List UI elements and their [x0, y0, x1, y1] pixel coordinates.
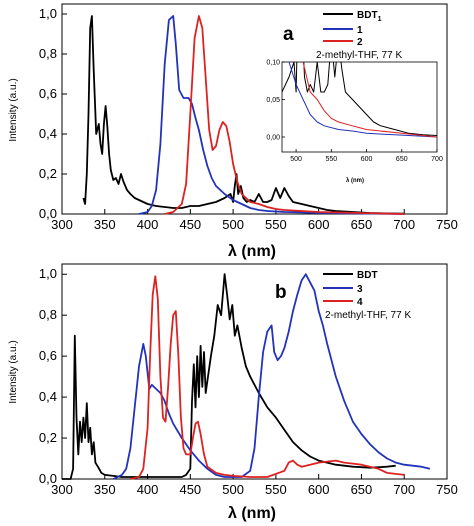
- panel-a-inset: 500 550 600 650 700 0,00 0,05 0,10 λ (nm): [266, 60, 443, 185]
- legend-a-label-bdt1: BDT1: [357, 10, 382, 23]
- panel-b-frame: [61, 263, 448, 480]
- panel-b: 300 350 400 450 500 550 600 650 700 750 0,0 0,2 0,4…: [8, 263, 458, 522]
- legend-b-label-3: 3: [357, 284, 363, 295]
- y-tick-label: 0,4: [39, 389, 57, 404]
- inset-series-line-1: [288, 62, 437, 138]
- inset-series: [282, 62, 437, 138]
- y-tick-label: 0,2: [39, 430, 57, 445]
- y-tick-label: 0,8: [39, 46, 57, 61]
- x-tick-label: 650: [351, 482, 373, 497]
- panel-a-x-axis-label: λ (nm): [228, 243, 276, 260]
- inset-x-tick-label: 550: [325, 156, 337, 163]
- panel-a-series: [82, 15, 405, 215]
- x-tick-label: 600: [308, 217, 330, 232]
- legend-b-note: 2-methyl-THF, 77 K: [325, 310, 411, 321]
- inset-x-axis-label: λ (nm): [346, 178, 364, 184]
- panel-b-letter: b: [275, 282, 287, 303]
- inset-x-tick-label: 700: [431, 156, 443, 163]
- panel-b-y-axis-label: Intensity (a.u.): [8, 340, 19, 403]
- y-tick-label: 0,6: [39, 348, 57, 363]
- y-tick-label: 0,4: [39, 126, 57, 141]
- x-tick-label: 700: [393, 482, 415, 497]
- panel-a-legend: BDT1 1 2 2-methyl-THF, 77 K: [316, 10, 402, 61]
- y-tick-label: 1,0: [39, 6, 57, 21]
- inset-y-tick-label: 0,00: [266, 135, 280, 142]
- legend-a-note: 2-methyl-THF, 77 K: [316, 50, 402, 61]
- x-tick-label: 700: [393, 217, 415, 232]
- legend-a-label-2: 2: [357, 37, 363, 48]
- x-tick-label: 600: [308, 482, 330, 497]
- x-tick-label: 550: [265, 482, 287, 497]
- x-tick-label: 300: [51, 217, 73, 232]
- inset-ticks: 500 550 600 650 700 0,00 0,05 0,10: [266, 60, 443, 164]
- inset-y-tick-label: 0,10: [266, 60, 280, 67]
- panel-a-x-ticks: 300 350 400 450 500 550 600 650 700 750: [51, 209, 458, 232]
- panel-b-x-axis-label: λ (nm): [228, 505, 276, 522]
- series-line-a-1: [138, 15, 405, 215]
- x-tick-label: 450: [179, 217, 201, 232]
- inset-y-tick-label: 0,05: [266, 97, 280, 104]
- y-tick-label: 0,6: [39, 86, 57, 101]
- legend-b-label-bdt: BDT: [357, 270, 378, 281]
- x-tick-label: 400: [137, 217, 159, 232]
- panel-a-y-axis-label: Intensity (a.u.): [8, 78, 19, 141]
- x-tick-label: 400: [137, 482, 159, 497]
- x-tick-label: 500: [222, 482, 244, 497]
- x-tick-label: 350: [94, 217, 116, 232]
- panel-b-legend: BDT 3 4 2-methyl-THF, 77 K: [323, 270, 411, 321]
- x-tick-label: 350: [94, 482, 116, 497]
- series-line-b-1: [112, 273, 431, 480]
- x-tick-label: 750: [436, 217, 458, 232]
- x-tick-label: 500: [222, 217, 244, 232]
- series-line-a-0: [82, 15, 405, 215]
- y-tick-label: 0,8: [39, 307, 57, 322]
- series-line-b-2: [130, 275, 405, 480]
- x-tick-label: 550: [265, 217, 287, 232]
- panel-a-y-ticks: 0,0 0,2 0,4 0,6 0,8 1,0: [39, 6, 67, 221]
- panel-a-letter: a: [283, 24, 294, 45]
- legend-a-label-1: 1: [357, 25, 363, 36]
- legend-b-label-4: 4: [357, 297, 363, 308]
- inset-x-tick-label: 600: [361, 156, 373, 163]
- y-tick-label: 1,0: [39, 266, 57, 281]
- series-line-b-0: [62, 273, 396, 480]
- x-tick-label: 300: [51, 482, 73, 497]
- y-tick-label: 0,0: [39, 206, 57, 221]
- panel-b-y-ticks: 0,0 0,2 0,4 0,6 0,8 1,0: [39, 266, 67, 486]
- inset-x-tick-label: 500: [290, 156, 302, 163]
- panel-b-series: [62, 273, 431, 480]
- panel-a-frame: [61, 3, 448, 215]
- inset-x-tick-label: 650: [396, 156, 408, 163]
- y-tick-label: 0,2: [39, 166, 57, 181]
- panel-b-x-ticks: 300 350 400 450 500 550 600 650 700 750: [51, 474, 458, 497]
- series-line-a-2: [164, 15, 405, 215]
- panel-a: 300 350 400 450 500 550 600 650 700 750 0,0 0,2 0,4…: [8, 3, 458, 260]
- y-tick-label: 0,0: [39, 471, 57, 486]
- inset-series-line-2: [302, 62, 437, 138]
- x-tick-label: 750: [436, 482, 458, 497]
- x-tick-label: 450: [179, 482, 201, 497]
- x-tick-label: 650: [351, 217, 373, 232]
